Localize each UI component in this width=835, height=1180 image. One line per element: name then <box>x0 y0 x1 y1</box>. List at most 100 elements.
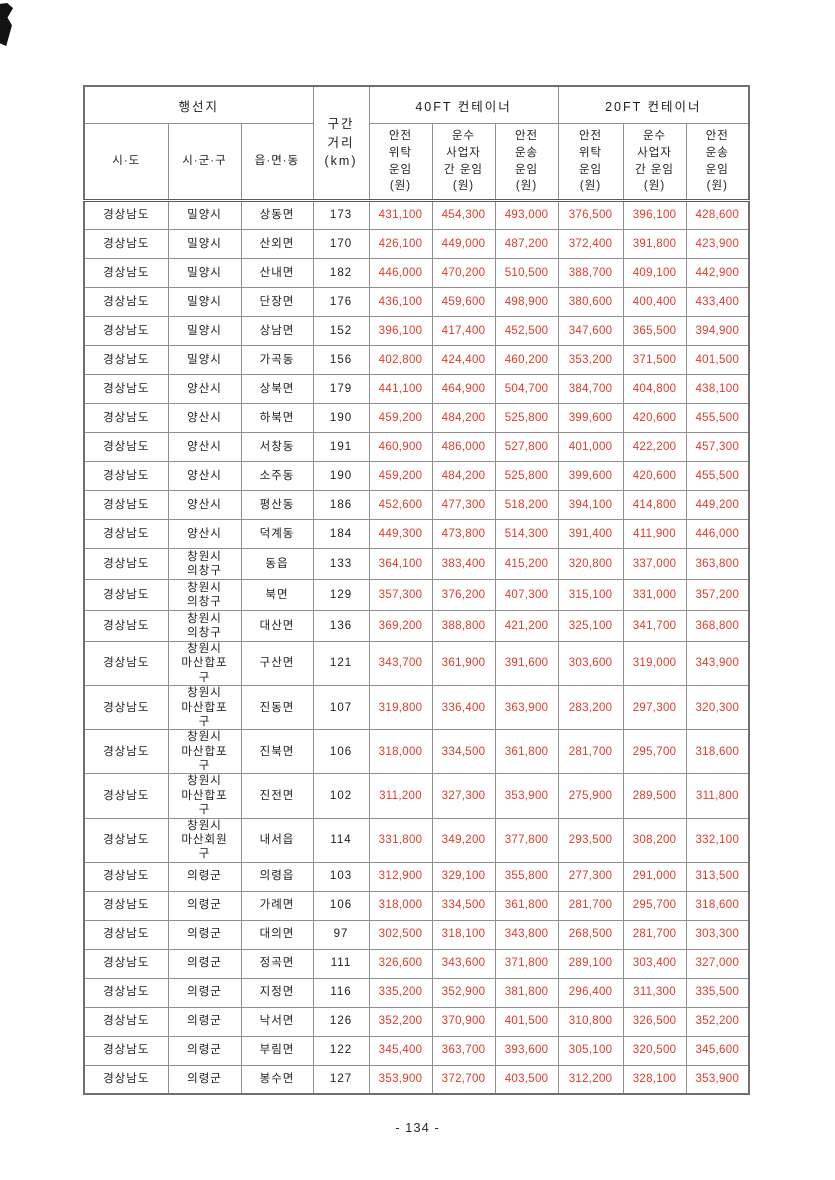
cell-distance: 133 <box>312 548 370 580</box>
cell-eupmyeondong: 상남면 <box>240 316 314 346</box>
cell-fare: 297,300 <box>622 685 687 731</box>
header-sido: 시·도 <box>83 123 169 202</box>
cell-fare: 332,100 <box>685 817 750 863</box>
cell-sido: 경상남도 <box>83 229 169 259</box>
cell-fare: 331,000 <box>622 579 687 611</box>
cell-fare: 403,500 <box>494 1064 559 1095</box>
table-row: 경상남도 양산시 서창동 191 460,900 486,000 527,800 401,00… <box>83 432 750 462</box>
cell-sido: 경상남도 <box>83 403 169 433</box>
cell-fare: 352,200 <box>368 1006 433 1037</box>
cell-sigungu: 창원시 의창구 <box>167 579 242 611</box>
header-eupmyeondong: 읍·면·동 <box>240 123 314 202</box>
cell-fare: 347,600 <box>557 316 624 346</box>
cell-fare: 320,500 <box>622 1035 687 1066</box>
cell-sido: 경상남도 <box>83 1064 169 1095</box>
cell-fare: 449,300 <box>368 519 433 549</box>
cell-sido: 경상남도 <box>83 640 169 687</box>
cell-fare: 372,400 <box>557 229 624 259</box>
cell-eupmyeondong: 정곡면 <box>240 948 314 979</box>
cell-fare: 312,200 <box>557 1064 624 1095</box>
cell-distance: 136 <box>312 610 370 642</box>
table-row: 경상남도 창원시 의창구 북면 129 357,300 376,200 407,300 315… <box>83 579 750 611</box>
cell-fare: 394,900 <box>685 316 750 346</box>
cell-fare: 363,900 <box>494 685 559 731</box>
page-number: - 134 - <box>395 1120 440 1135</box>
cell-fare: 334,500 <box>431 729 496 775</box>
cell-distance: 182 <box>312 258 370 288</box>
cell-fare: 377,800 <box>494 817 559 863</box>
cell-eupmyeondong: 낙서면 <box>240 1006 314 1037</box>
cell-fare: 411,900 <box>622 519 687 549</box>
header-40ft-group: 40FT 컨테이너 <box>368 85 559 124</box>
cell-fare: 394,100 <box>557 490 624 520</box>
header-destination-group: 행선지 <box>83 85 314 124</box>
cell-sido: 경상남도 <box>83 1035 169 1066</box>
cell-sigungu: 밀양시 <box>167 200 242 230</box>
cell-sido: 경상남도 <box>83 861 169 892</box>
cell-fare: 421,200 <box>494 610 559 642</box>
cell-distance: 152 <box>312 316 370 346</box>
cell-fare: 473,800 <box>431 519 496 549</box>
cell-sigungu: 밀양시 <box>167 258 242 288</box>
cell-fare: 393,600 <box>494 1035 559 1066</box>
cell-fare: 305,100 <box>557 1035 624 1066</box>
table-row: 경상남도 의령군 부림면 122 345,400 363,700 393,600 305,10… <box>83 1035 750 1066</box>
cell-eupmyeondong: 동읍 <box>240 548 314 580</box>
cell-fare: 384,700 <box>557 374 624 404</box>
cell-fare: 353,900 <box>494 773 559 819</box>
table-row: 경상남도 밀양시 상남면 152 396,100 417,400 452,500 347,60… <box>83 316 750 346</box>
cell-fare: 355,800 <box>494 861 559 892</box>
cell-fare: 295,700 <box>622 729 687 775</box>
cell-fare: 446,000 <box>685 519 750 549</box>
cell-fare: 281,700 <box>557 729 624 775</box>
cell-fare: 470,200 <box>431 258 496 288</box>
cell-eupmyeondong: 산외면 <box>240 229 314 259</box>
cell-sigungu: 의령군 <box>167 977 242 1008</box>
table-row: 경상남도 의령군 낙서면 126 352,200 370,900 401,500 310,80… <box>83 1006 750 1037</box>
cell-sido: 경상남도 <box>83 374 169 404</box>
cell-sido: 경상남도 <box>83 345 169 375</box>
cell-fare: 525,800 <box>494 403 559 433</box>
cell-sido: 경상남도 <box>83 919 169 950</box>
cell-fare: 319,000 <box>622 640 687 687</box>
cell-fare: 493,000 <box>494 200 559 230</box>
cell-distance: 116 <box>312 977 370 1008</box>
cell-fare: 315,100 <box>557 579 624 611</box>
cell-fare: 303,600 <box>557 640 624 687</box>
cell-sigungu: 양산시 <box>167 461 242 491</box>
cell-fare: 275,900 <box>557 773 624 819</box>
cell-sido: 경상남도 <box>83 200 169 230</box>
cell-fare: 325,100 <box>557 610 624 642</box>
cell-fare: 426,100 <box>368 229 433 259</box>
cell-fare: 391,800 <box>622 229 687 259</box>
cell-fare: 459,200 <box>368 461 433 491</box>
cell-fare: 449,200 <box>685 490 750 520</box>
cell-sigungu: 창원시 마산합포 구 <box>167 685 242 731</box>
cell-fare: 498,900 <box>494 287 559 317</box>
cell-fare: 303,300 <box>685 919 750 950</box>
cell-fare: 396,100 <box>622 200 687 230</box>
cell-sigungu: 의령군 <box>167 1064 242 1095</box>
cell-fare: 308,200 <box>622 817 687 863</box>
cell-sigungu: 양산시 <box>167 519 242 549</box>
cell-eupmyeondong: 대의면 <box>240 919 314 950</box>
cell-fare: 391,400 <box>557 519 624 549</box>
cell-sido: 경상남도 <box>83 461 169 491</box>
cell-fare: 320,800 <box>557 548 624 580</box>
header-40ft-consign-fare: 안전 위탁 운임 (원) <box>368 123 433 202</box>
header-20ft-transport-fare: 안전 운송 운임 (원) <box>685 123 750 202</box>
cell-eupmyeondong: 봉수면 <box>240 1064 314 1095</box>
cell-distance: 186 <box>312 490 370 520</box>
cell-eupmyeondong: 가례면 <box>240 890 314 921</box>
cell-fare: 283,200 <box>557 685 624 731</box>
cell-fare: 518,200 <box>494 490 559 520</box>
cell-fare: 281,700 <box>622 919 687 950</box>
cell-sido: 경상남도 <box>83 773 169 819</box>
table-row: 경상남도 양산시 덕계동 184 449,300 473,800 514,300 391,40… <box>83 519 750 549</box>
cell-sigungu: 의령군 <box>167 1006 242 1037</box>
cell-distance: 122 <box>312 1035 370 1066</box>
cell-fare: 452,500 <box>494 316 559 346</box>
cell-distance: 190 <box>312 461 370 491</box>
cell-fare: 415,200 <box>494 548 559 580</box>
cell-fare: 311,200 <box>368 773 433 819</box>
